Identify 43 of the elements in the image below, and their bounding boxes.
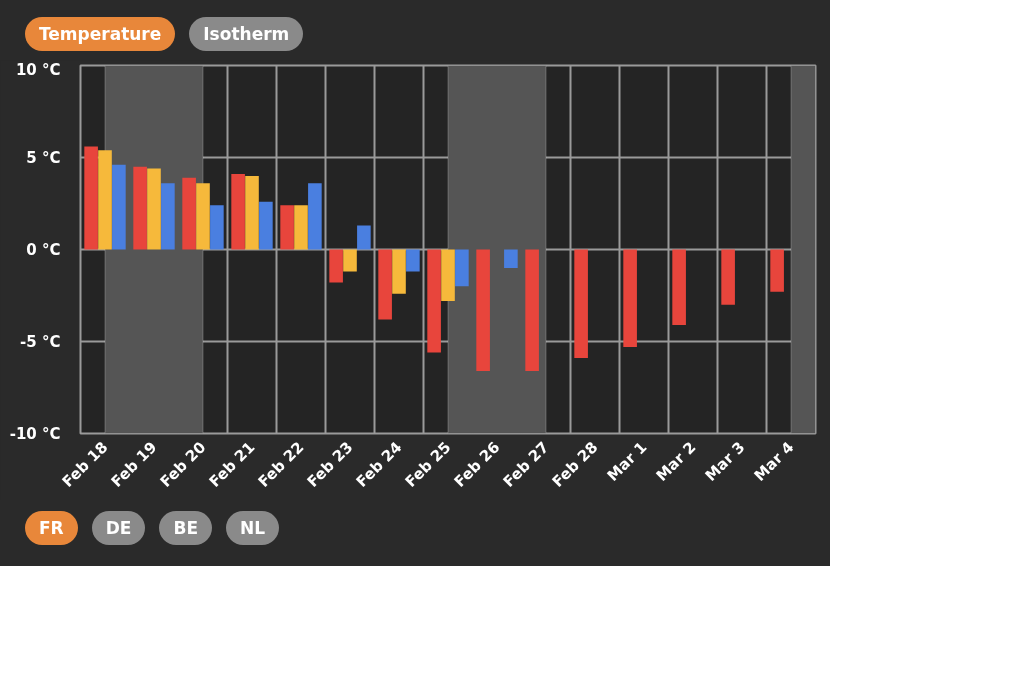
bar — [623, 249, 637, 348]
bar — [308, 183, 322, 250]
bar — [210, 205, 224, 250]
bar — [427, 249, 441, 353]
bar — [406, 249, 420, 272]
bar — [441, 249, 455, 302]
bar — [574, 249, 588, 359]
bar — [672, 249, 686, 325]
y-tick-label: -10 °C — [9, 424, 61, 443]
text: BE — [159, 511, 213, 545]
bar — [196, 183, 210, 250]
text: DE — [91, 511, 146, 545]
bar — [231, 174, 245, 250]
bar — [329, 249, 343, 283]
bar — [259, 201, 273, 250]
bar — [280, 205, 294, 250]
bar — [721, 249, 735, 305]
bar — [378, 249, 392, 320]
bar — [455, 249, 469, 287]
bar — [343, 249, 357, 272]
bar — [112, 164, 126, 250]
y-tick-label: 0 °C — [26, 240, 61, 259]
bar — [392, 249, 406, 294]
bar — [98, 150, 112, 250]
y-tick-label: 5 °C — [26, 148, 61, 167]
bar — [161, 183, 175, 250]
bar — [133, 166, 147, 250]
bar — [504, 249, 518, 268]
text: FR — [25, 511, 78, 545]
bar — [525, 249, 539, 371]
text: Temperature — [25, 17, 176, 51]
bar — [770, 249, 784, 292]
bar — [147, 168, 161, 250]
bar — [182, 177, 196, 250]
bar — [476, 249, 490, 371]
y-tick-label: -5 °C — [20, 332, 61, 351]
bar — [357, 225, 371, 250]
text: Isotherm — [189, 17, 304, 51]
y-tick-label: 10 °C — [15, 60, 61, 79]
text: NL — [226, 511, 280, 545]
bar — [245, 175, 259, 250]
bar — [84, 146, 98, 250]
bar — [294, 205, 308, 250]
